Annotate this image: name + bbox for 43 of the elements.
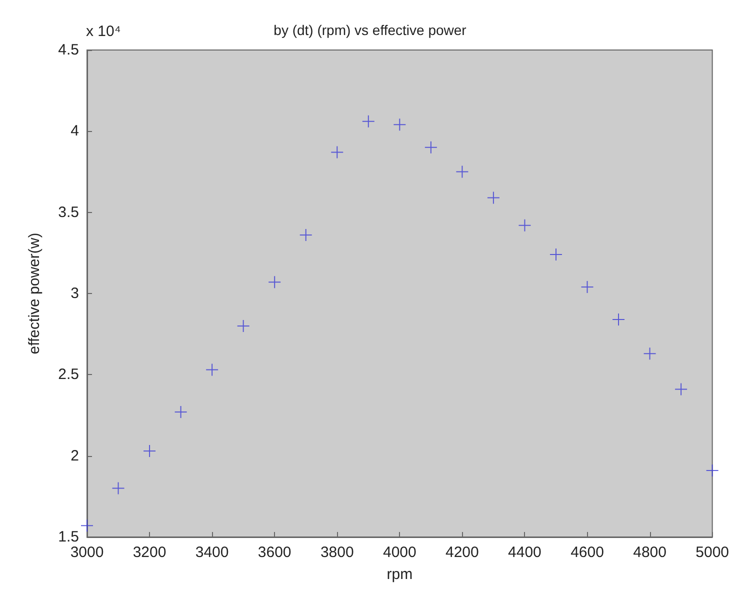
y-tick-label: 3.5 [58,204,79,221]
y-tick-label: 1.5 [58,528,79,546]
point [206,363,219,376]
point [612,312,626,326]
y-tick-label: 2.5 [58,366,79,384]
x-tick-label: 4200 [446,544,479,561]
point [518,218,532,232]
x-tick-label: 4600 [570,544,604,561]
point [456,165,469,178]
point [268,276,282,289]
point [424,140,438,154]
point [143,444,156,458]
point [112,482,125,495]
x-tick-label: 3800 [320,544,354,561]
x-tick-label: 4000 [382,544,416,561]
y-tick-label: 3 [70,285,79,302]
y-tick-label: 2 [70,447,79,464]
point [486,191,500,204]
x-tick-label: 4400 [508,544,542,561]
point [299,228,312,242]
point [174,406,188,419]
point [330,146,344,159]
y-tick-label: 4.5 [58,42,79,58]
point [580,280,594,294]
x-tick-label: 3400 [195,544,229,561]
x-tick-label: 4800 [633,544,666,561]
chart-title: by (dt) (rpm) vs effective power [274,22,467,38]
y-axis-title: effective power(w) [26,232,43,354]
x-tick-label: 3200 [132,544,166,561]
point [643,347,656,360]
point [393,118,406,132]
point [549,248,562,262]
y-tick-label: 4 [70,122,79,140]
text: x 10⁴ [86,23,121,40]
x-axis-title: rpm [386,566,413,583]
x-tick-label: 5000 [696,544,730,561]
x-tick-label: 3000 [70,544,104,561]
point [706,464,719,477]
point [674,382,688,396]
point [80,519,94,532]
point [236,319,250,332]
point [362,114,375,128]
x-tick-label: 3600 [258,544,292,561]
